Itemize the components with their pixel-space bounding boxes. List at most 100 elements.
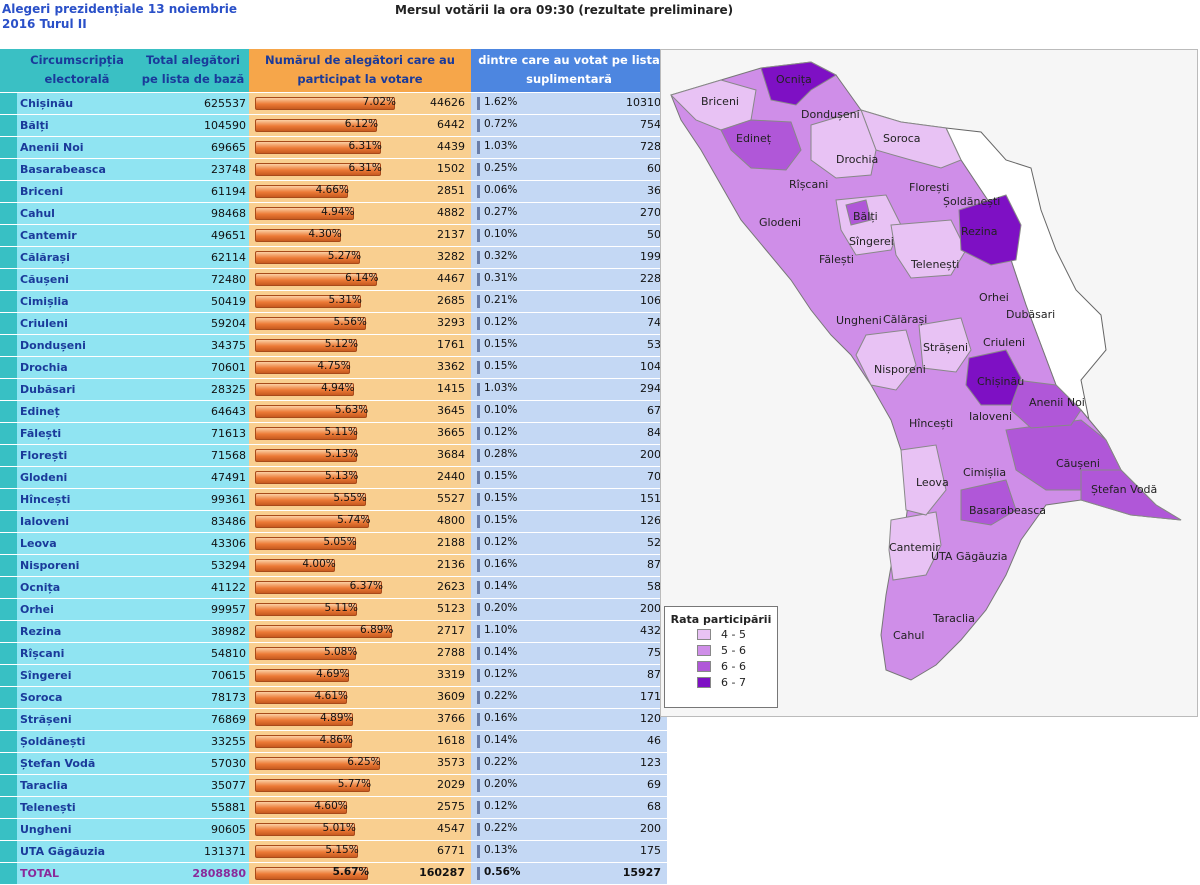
row-spacer	[0, 686, 17, 709]
participation-count: 2623	[437, 579, 465, 593]
district-name[interactable]: Rezina	[17, 620, 137, 643]
district-name[interactable]: Ocnița	[17, 576, 137, 599]
district-name[interactable]: Leova	[17, 532, 137, 555]
supplementary-percent: 0.31%	[484, 271, 518, 284]
supplementary-percent: 0.56%	[484, 865, 521, 878]
participation-bar	[255, 492, 366, 506]
district-name[interactable]: Anenii Noi	[17, 136, 137, 159]
district-name[interactable]: Strășeni	[17, 708, 137, 731]
district-name[interactable]: Dondușeni	[17, 334, 137, 357]
supplementary-cell: 0.06% 36	[471, 180, 667, 203]
participation-percent: 5.13%	[324, 469, 359, 482]
table-row: Nisporeni 53294 4.00% 2136 0.16% 87	[0, 554, 667, 577]
supplementary-count: 87	[647, 557, 661, 571]
table-row: Taraclia 35077 5.77% 2029 0.20% 69	[0, 774, 667, 797]
participation-count: 3293	[437, 315, 465, 329]
table-row: Edineț 64643 5.63% 3645 0.10% 67	[0, 400, 667, 423]
supplementary-count: 70	[647, 469, 661, 483]
supplementary-count: 200	[640, 447, 661, 461]
district-name[interactable]: Fălești	[17, 422, 137, 445]
map-region-leova	[900, 444, 947, 516]
total-voters: 83486	[137, 510, 249, 533]
district-name[interactable]: Glodeni	[17, 466, 137, 489]
district-name[interactable]: Telenești	[17, 796, 137, 819]
row-spacer	[0, 136, 17, 159]
district-name[interactable]: Rîșcani	[17, 642, 137, 665]
participation-percent: 4.30%	[308, 227, 342, 240]
row-spacer	[0, 620, 17, 643]
supplementary-bar	[477, 712, 480, 726]
table-row: Cahul 98468 4.94% 4882 0.27% 270	[0, 202, 667, 225]
district-name[interactable]: Căușeni	[17, 268, 137, 291]
supplementary-bar	[477, 624, 480, 638]
legend-title: Rata participării	[670, 613, 772, 626]
participation-cell: 4.60% 2575	[249, 796, 471, 819]
district-name[interactable]: Sîngerei	[17, 664, 137, 687]
row-spacer	[0, 818, 17, 841]
total-voters: 53294	[137, 554, 249, 577]
district-name[interactable]: Cantemir	[17, 224, 137, 247]
row-spacer	[0, 92, 17, 115]
row-spacer	[0, 554, 17, 577]
map-label: Basarabeasca	[969, 504, 1046, 517]
supplementary-count: 74	[647, 315, 661, 329]
district-name[interactable]: Basarabeasca	[17, 158, 137, 181]
district-name[interactable]: Briceni	[17, 180, 137, 203]
total-voters: 57030	[137, 752, 249, 775]
map-label: Criuleni	[983, 336, 1025, 349]
participation-cell: 4.00% 2136	[249, 554, 471, 577]
district-name[interactable]: Șoldănești	[17, 730, 137, 753]
district-name[interactable]: Taraclia	[17, 774, 137, 797]
map-region-drochia	[810, 109, 877, 179]
supplementary-percent: 0.15%	[484, 359, 518, 372]
map-label: Rezina	[961, 225, 997, 238]
district-name[interactable]: Bălți	[17, 114, 137, 137]
total-voters: 90605	[137, 818, 249, 841]
district-name[interactable]: Florești	[17, 444, 137, 467]
participation-bar	[255, 624, 393, 638]
participation-percent: 5.55%	[333, 491, 367, 504]
participation-cell: 5.11% 3665	[249, 422, 471, 445]
participation-percent: 6.25%	[347, 755, 381, 768]
supplementary-percent: 0.27%	[484, 205, 518, 218]
district-name[interactable]: Dubăsari	[17, 378, 137, 401]
district-name[interactable]: Ștefan Vodă	[17, 752, 137, 775]
participation-percent: 5.56%	[333, 315, 367, 328]
supplementary-percent: 0.14%	[484, 645, 518, 658]
district-name[interactable]: UTA Găgăuzia	[17, 840, 137, 863]
district-name[interactable]: TOTAL	[17, 862, 137, 885]
district-name[interactable]: Nisporeni	[17, 554, 137, 577]
participation-percent: 6.12%	[344, 117, 379, 130]
participation-bar	[255, 96, 395, 110]
participation-cell: 5.01% 4547	[249, 818, 471, 841]
district-name[interactable]: Orhei	[17, 598, 137, 621]
participation-count: 2440	[437, 469, 465, 483]
map-label: Călărași	[883, 313, 927, 326]
supplementary-percent: 0.15%	[484, 491, 518, 504]
participation-percent: 7.02%	[362, 95, 396, 108]
map-region-cantemir	[888, 511, 942, 581]
district-name[interactable]: Chișinău	[17, 92, 137, 115]
district-name[interactable]: Cahul	[17, 202, 137, 225]
district-name[interactable]: Soroca	[17, 686, 137, 709]
district-name[interactable]: Ungheni	[17, 818, 137, 841]
participation-cell: 4.86% 1618	[249, 730, 471, 753]
row-spacer	[0, 202, 17, 225]
map-label: Hîncești	[909, 417, 953, 430]
map-label: Ialoveni	[969, 410, 1012, 423]
supplementary-count: 228	[640, 271, 661, 285]
district-name[interactable]: Drochia	[17, 356, 137, 379]
table-row: Hîncești 99361 5.55% 5527 0.15% 151	[0, 488, 667, 511]
district-name[interactable]: Călărași	[17, 246, 137, 269]
map-region-soroca	[860, 109, 962, 169]
district-name[interactable]: Cimișlia	[17, 290, 137, 313]
participation-cell: 5.12% 1761	[249, 334, 471, 357]
district-name[interactable]: Edineț	[17, 400, 137, 423]
table-header-row: Circumscripția electorală Total alegător…	[0, 49, 667, 93]
district-name[interactable]: Criuleni	[17, 312, 137, 335]
district-name[interactable]: Ialoveni	[17, 510, 137, 533]
supplementary-count: 123	[640, 755, 661, 769]
map-label: Nisporeni	[874, 363, 926, 376]
table-row: Călărași 62114 5.27% 3282 0.32% 199	[0, 246, 667, 269]
district-name[interactable]: Hîncești	[17, 488, 137, 511]
